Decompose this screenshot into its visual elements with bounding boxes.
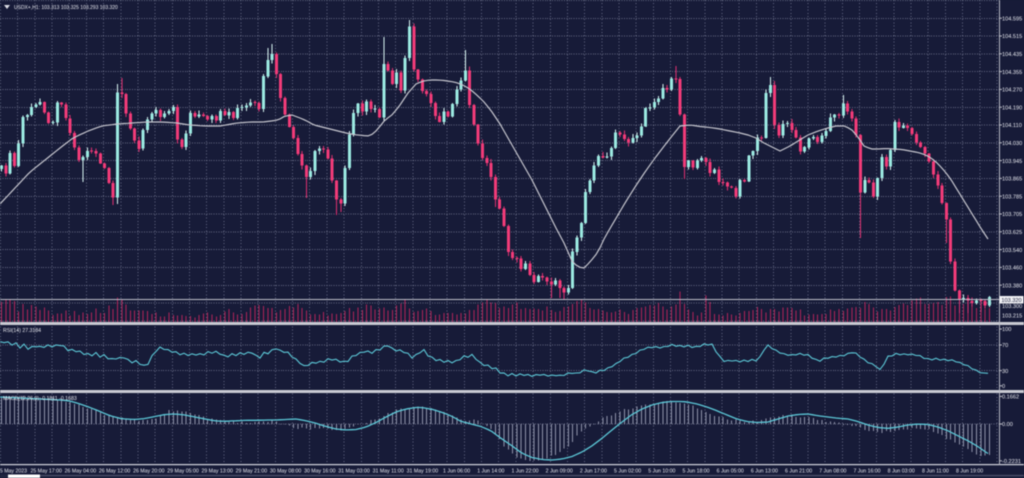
svg-text:2 Jun 17:00: 2 Jun 17:00	[580, 469, 607, 475]
svg-text:30 May 16:00: 30 May 16:00	[304, 469, 336, 475]
svg-text:104.190: 104.190	[1002, 105, 1022, 111]
svg-text:70: 70	[1002, 343, 1008, 349]
svg-text:103.380: 103.380	[1002, 283, 1022, 289]
svg-text:104.270: 104.270	[1002, 88, 1022, 94]
svg-text:104.110: 104.110	[1002, 123, 1022, 129]
svg-text:31 May 19:00: 31 May 19:00	[407, 469, 439, 475]
svg-text:26 May 12:00: 26 May 12:00	[99, 469, 131, 475]
svg-text:104.515: 104.515	[1002, 34, 1022, 40]
svg-text:8 Jun 11:00: 8 Jun 11:00	[922, 469, 949, 475]
svg-text:29 May 05:00: 29 May 05:00	[167, 469, 199, 475]
svg-text:6 Jun 21:00: 6 Jun 21:00	[785, 469, 812, 475]
svg-text:7 Jun 08:00: 7 Jun 08:00	[819, 469, 846, 475]
svg-text:103.705: 103.705	[1002, 212, 1022, 218]
svg-text:103.215: 103.215	[1002, 314, 1022, 320]
svg-text:103.540: 103.540	[1002, 248, 1022, 254]
svg-text:7 Jun 16:00: 7 Jun 16:00	[853, 469, 880, 475]
svg-text:0.00: 0.00	[1002, 422, 1013, 428]
svg-text:30 May 08:00: 30 May 08:00	[270, 469, 302, 475]
svg-text:6 Jun 13:00: 6 Jun 13:00	[751, 469, 778, 475]
svg-text:0: 0	[1002, 384, 1005, 390]
svg-text:25 May 2023: 25 May 2023	[0, 469, 27, 475]
svg-text:5 Jun 18:00: 5 Jun 18:00	[682, 469, 709, 475]
svg-text:104.355: 104.355	[1002, 70, 1022, 76]
svg-text:29 May 13:00: 29 May 13:00	[201, 469, 233, 475]
svg-text:31 May 11:00: 31 May 11:00	[373, 469, 404, 475]
svg-text:8 Jun 03:00: 8 Jun 03:00	[888, 469, 915, 475]
svg-text:RSI(14) 27.3184: RSI(14) 27.3184	[3, 328, 41, 334]
svg-text:104.435: 104.435	[1002, 52, 1022, 58]
svg-text:103.625: 103.625	[1002, 230, 1022, 236]
svg-text:104.595: 104.595	[1002, 16, 1022, 22]
svg-text:MACD(12,26,9) -0.1811 -0.1683: MACD(12,26,9) -0.1811 -0.1683	[3, 396, 77, 402]
svg-text:-0.2231: -0.2231	[1002, 459, 1021, 465]
svg-text:6 Jun 05:00: 6 Jun 05:00	[717, 469, 744, 475]
svg-text:USDX+,H1: 103.313 103.325 103.: USDX+,H1: 103.313 103.325 103.293 103.32…	[14, 5, 118, 11]
svg-text:8 Jun 19:00: 8 Jun 19:00	[956, 469, 983, 475]
svg-text:100: 100	[1002, 327, 1011, 333]
svg-text:1 Jun 06:00: 1 Jun 06:00	[443, 469, 470, 475]
svg-text:103.945: 103.945	[1002, 159, 1022, 165]
svg-text:104.030: 104.030	[1002, 141, 1022, 147]
svg-text:2 Jun 09:00: 2 Jun 09:00	[546, 469, 573, 475]
svg-text:25 May 17:00: 25 May 17:00	[30, 469, 62, 475]
svg-text:30: 30	[1002, 369, 1008, 375]
svg-text:5 Jun 10:00: 5 Jun 10:00	[648, 469, 675, 475]
svg-text:103.785: 103.785	[1002, 194, 1022, 200]
svg-text:31 May 03:00: 31 May 03:00	[338, 469, 370, 475]
svg-text:5 Jun 02:00: 5 Jun 02:00	[614, 469, 641, 475]
svg-text:103.320: 103.320	[1001, 298, 1021, 304]
svg-text:26 May 20:00: 26 May 20:00	[133, 469, 165, 475]
svg-text:1 Jun 22:00: 1 Jun 22:00	[511, 469, 538, 475]
svg-text:1 Jun 14:00: 1 Jun 14:00	[477, 469, 504, 475]
svg-text:103.300: 103.300	[1002, 304, 1022, 310]
svg-text:0.1662: 0.1662	[1002, 395, 1019, 401]
svg-text:26 May 04:00: 26 May 04:00	[65, 469, 97, 475]
svg-text:29 May 21:00: 29 May 21:00	[236, 469, 268, 475]
svg-text:103.865: 103.865	[1002, 177, 1022, 183]
svg-text:103.460: 103.460	[1002, 266, 1022, 272]
